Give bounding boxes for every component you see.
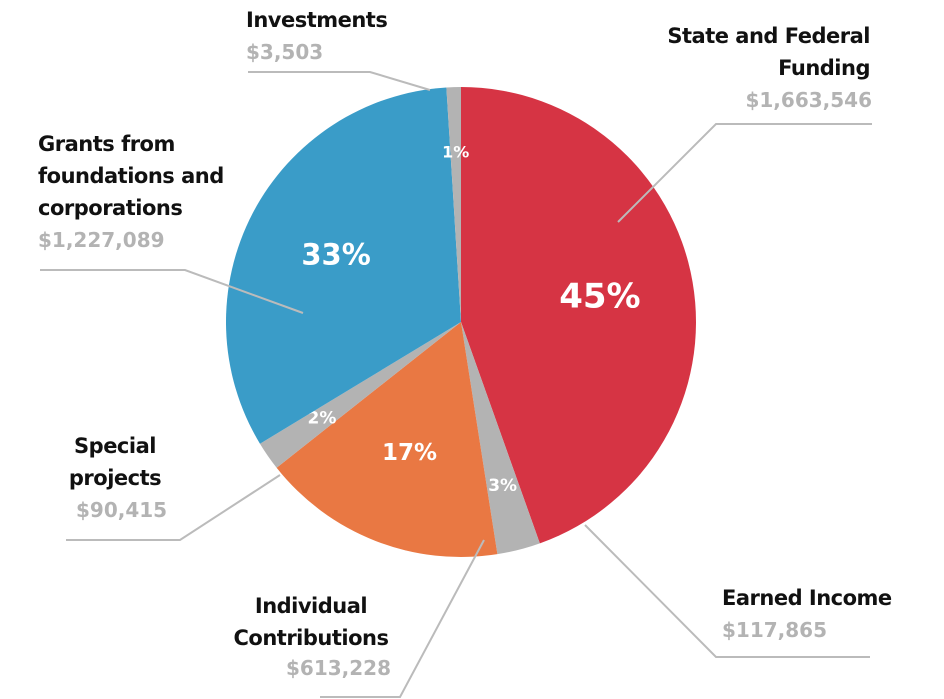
leader-line	[66, 474, 281, 541]
amount-label: $3,503	[246, 40, 324, 64]
amount-label: $117,865	[722, 618, 828, 642]
category-label: Grants from foundations and corporations	[38, 132, 224, 220]
amount-label: $1,663,546	[745, 88, 872, 112]
slices: 45% 3% 17% 2% 33% 1%	[226, 87, 696, 557]
amount-label: $613,228	[286, 656, 392, 680]
percent-label: 3%	[488, 476, 517, 496]
leader-line	[617, 123, 872, 223]
category-label: Investments	[246, 8, 388, 32]
category-label: Individual Contributions	[233, 594, 389, 650]
percent-label: 17%	[382, 440, 437, 466]
leader-line	[320, 539, 485, 698]
slice	[259, 322, 461, 468]
leader-line	[584, 524, 870, 658]
slice	[461, 322, 540, 555]
category-label: Special projects	[68, 434, 162, 490]
percent-label: 33%	[301, 238, 370, 272]
leader-line	[40, 269, 304, 314]
slice	[461, 87, 696, 544]
slice	[446, 87, 461, 322]
percent-label: 45%	[559, 276, 640, 316]
amount-label: $1,227,089	[38, 228, 165, 252]
percent-label: 2%	[308, 408, 337, 428]
category-label: Earned Income	[722, 586, 892, 610]
leader-line	[248, 71, 431, 91]
category-label: State and Federal Funding	[667, 24, 870, 80]
slice	[276, 322, 498, 557]
percent-label: 1%	[442, 142, 469, 161]
slice	[226, 87, 461, 444]
amount-label: $90,415	[76, 498, 168, 522]
